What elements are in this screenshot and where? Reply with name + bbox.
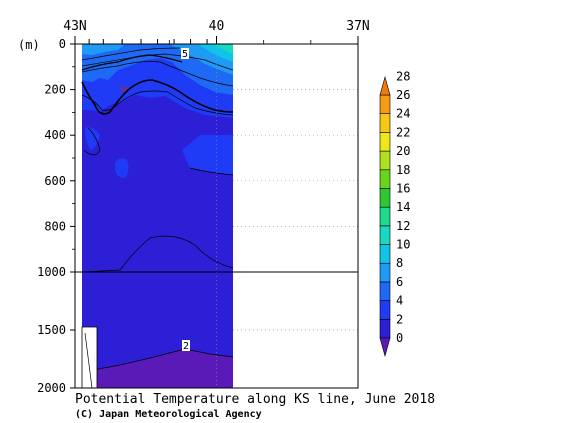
colorbar-segment xyxy=(379,319,391,339)
no-data-region xyxy=(81,326,98,388)
no-data-east xyxy=(233,44,358,388)
colorbar-label: 28 xyxy=(396,69,410,83)
x-axis: 43N 40 37N xyxy=(63,19,370,44)
colorbar-segment xyxy=(379,188,391,208)
y-tick-label: 800 xyxy=(44,219,66,233)
colorbar-min-triangle xyxy=(379,337,391,358)
field-band-8-10 xyxy=(82,44,125,55)
colorbar-label: 4 xyxy=(396,294,403,308)
contour-label: 2 xyxy=(182,340,190,352)
no-data-hatch xyxy=(84,332,93,388)
y-tick-label: 1500 xyxy=(37,323,66,337)
grid xyxy=(216,44,358,388)
colorbar-segment xyxy=(379,281,391,301)
colorbar-segment xyxy=(379,132,391,152)
y-axis-unit: (m) xyxy=(18,38,40,52)
field-band-0-2 xyxy=(82,349,233,388)
colorbar-label: 18 xyxy=(396,163,410,177)
svg-text:2: 2 xyxy=(183,341,189,352)
field-patch-4-6 xyxy=(115,158,129,178)
colorbar-label: 8 xyxy=(396,256,403,270)
colorbar-label: 6 xyxy=(396,275,403,289)
colorbar-segment xyxy=(379,244,391,264)
y-tick-label: 2000 xyxy=(37,381,66,395)
contour-line-5 xyxy=(81,54,183,71)
contour-line xyxy=(81,90,234,116)
y-axis: 0 200 400 600 800 1000 1500 2000 xyxy=(37,37,75,395)
field-band-2-4 xyxy=(82,44,233,372)
colorbar-segment xyxy=(379,225,391,245)
colorbar-segment xyxy=(379,169,391,189)
y-tick-label: 200 xyxy=(44,83,66,97)
y-tick-label: 600 xyxy=(44,174,66,188)
y-tick-label: 1000 xyxy=(37,265,66,279)
colorbar-label: 14 xyxy=(396,200,410,214)
contour-line xyxy=(81,235,234,273)
contour-label: 5 xyxy=(181,48,189,60)
contour-line xyxy=(81,53,234,71)
contour-line xyxy=(83,127,101,156)
colorbar-segment xyxy=(379,300,391,320)
contour-line-5 xyxy=(81,79,234,115)
contour-line xyxy=(81,348,234,373)
colorbar-max-triangle xyxy=(379,75,391,96)
contour-line xyxy=(81,61,234,87)
colorbar-segment xyxy=(379,206,391,227)
x-tick-label: 40 xyxy=(209,19,225,34)
y-tick-label: 400 xyxy=(44,128,66,142)
colorbar-label: 16 xyxy=(396,181,410,195)
field-marker xyxy=(120,87,128,91)
chart-title: Potential Temperature along KS line, Jun… xyxy=(75,392,435,407)
colorbar-label: 12 xyxy=(396,219,410,233)
colorbar-segment xyxy=(379,262,391,283)
colorbar-label: 26 xyxy=(396,88,410,102)
chart-credit: (C) Japan Meteorological Agency xyxy=(75,408,262,420)
temperature-field xyxy=(81,44,234,388)
field-patch-4-6 xyxy=(85,127,100,150)
colorbar-segment xyxy=(379,94,391,114)
field-band-12-14 xyxy=(212,44,233,54)
contour-line xyxy=(81,47,181,61)
svg-text:5: 5 xyxy=(182,49,188,60)
contour-line xyxy=(189,167,234,176)
colorbar-label: 20 xyxy=(396,144,410,158)
colorbar-label: 2 xyxy=(396,312,403,326)
colorbar-label: 0 xyxy=(396,331,403,345)
y-tick-label: 0 xyxy=(59,37,66,51)
x-tick-label: 37N xyxy=(346,19,369,34)
colorbar-label: 10 xyxy=(396,238,410,252)
colorbar-label: 24 xyxy=(396,107,410,121)
colorbar-segment xyxy=(379,113,391,133)
x-tick-label: 43N xyxy=(63,19,86,34)
colorbar-label: 22 xyxy=(396,125,410,139)
colorbar-segment xyxy=(379,150,391,171)
